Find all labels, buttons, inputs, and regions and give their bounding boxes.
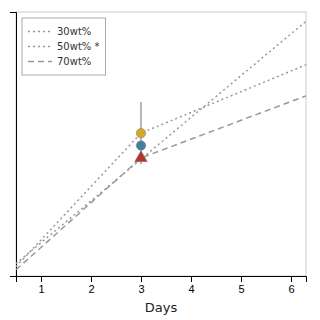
x-tick: 6 <box>288 276 294 295</box>
x-tick: 5 <box>238 276 244 295</box>
marks <box>16 21 306 269</box>
marker <box>136 141 145 150</box>
legend-label: 50wt% * <box>57 41 100 52</box>
legend-box <box>22 18 106 75</box>
x-tick-mark <box>91 276 92 282</box>
plot: 1 2 3 4 5 6 30wt% 50wt% * 70wt% <box>10 12 307 295</box>
marker <box>136 128 145 137</box>
y-axis <box>10 13 17 277</box>
legend-swatch <box>28 61 52 63</box>
x-tick-label: 2 <box>88 283 94 295</box>
x-tick: 1 <box>38 276 44 295</box>
legend-label: 70wt% <box>57 56 91 67</box>
x-tick-label: 3 <box>138 283 144 295</box>
x-tick: 4 <box>188 276 194 295</box>
chart-svg: 1 2 3 4 5 6 30wt% 50wt% * 70wt% Days <box>0 0 320 320</box>
x-tick-label: 4 <box>188 283 194 295</box>
series-line <box>16 96 306 270</box>
chart-container: 1 2 3 4 5 6 30wt% 50wt% * 70wt% Days <box>0 0 320 320</box>
x-axis-label: Days <box>145 300 178 315</box>
x-tick-label: 5 <box>238 283 244 295</box>
y-axis-line <box>10 13 17 277</box>
x-tick-mark <box>141 276 142 282</box>
x-tick-mark <box>191 276 192 282</box>
x-tick-label: 1 <box>38 283 44 295</box>
series-line <box>16 65 306 267</box>
x-axis-line <box>17 277 307 283</box>
legend: 30wt% 50wt% * 70wt% <box>22 18 106 75</box>
x-tick-mark <box>291 276 292 282</box>
x-tick: 3 <box>138 276 144 295</box>
series-line <box>16 21 306 263</box>
x-tick-mark <box>41 276 42 282</box>
legend-label: 30wt% <box>57 26 91 37</box>
x-axis: 1 2 3 4 5 6 <box>17 276 307 295</box>
x-tick-label: 6 <box>288 283 294 295</box>
marker <box>135 151 148 162</box>
legend-swatch <box>28 46 52 48</box>
x-tick-mark <box>241 276 242 282</box>
legend-swatch <box>28 31 52 33</box>
x-tick: 2 <box>88 276 94 295</box>
plot-frame <box>16 12 306 276</box>
